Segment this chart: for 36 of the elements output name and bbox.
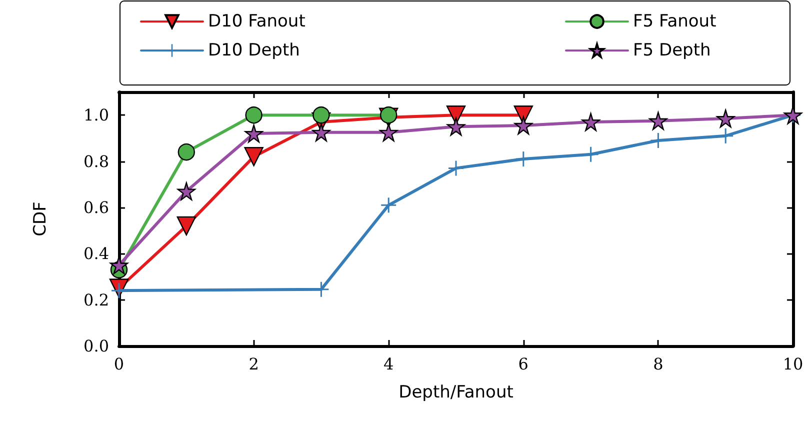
point	[176, 216, 196, 236]
point	[380, 123, 398, 142]
point	[244, 147, 264, 166]
x-tick-label: 0	[114, 354, 124, 374]
point	[381, 198, 396, 213]
x-tick-label: 8	[653, 354, 664, 374]
x-tick-label: 2	[248, 354, 259, 374]
point	[582, 112, 600, 132]
x-tick-label: 4	[384, 354, 394, 374]
x-tick-label: 10	[782, 354, 804, 374]
y-tick-label: 0.8	[84, 152, 109, 171]
legend-label: F5 Fanout	[633, 12, 717, 32]
x-tick-label: 6	[518, 354, 528, 374]
y-tick-label: 0.2	[84, 290, 109, 310]
point	[177, 182, 196, 200]
legend-label: D10 Fanout	[208, 12, 306, 32]
point	[716, 109, 735, 128]
y-tick-label: 0.6	[84, 198, 109, 217]
point	[312, 106, 330, 124]
x-axis-title: Depth/Fanout	[398, 382, 514, 402]
legend-label: F5 Depth	[633, 40, 711, 60]
y-tick-label: 0.4	[84, 244, 109, 264]
point	[178, 143, 195, 161]
y-tick-label: 1.0	[84, 106, 109, 125]
point	[649, 112, 668, 130]
y-tick-label: 0.0	[84, 336, 109, 356]
point	[110, 256, 128, 274]
y-axis-title: CDF	[30, 202, 50, 236]
point	[380, 106, 398, 124]
point	[312, 123, 330, 142]
point	[244, 124, 263, 143]
point	[245, 106, 262, 124]
point	[446, 118, 466, 136]
legend-label: D10 Depth	[208, 40, 300, 60]
point	[514, 116, 532, 135]
point	[448, 160, 464, 176]
